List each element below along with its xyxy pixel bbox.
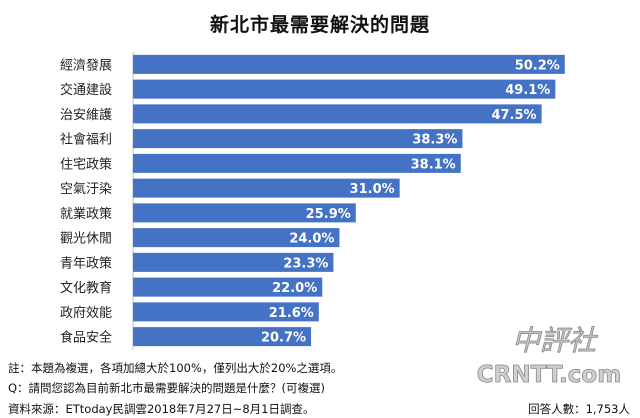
bar <box>133 129 463 149</box>
footnote-text: 註：本題為複選，各項加總大於100%，僅列出大於20%之選項。 <box>8 361 343 375</box>
bar-chart: 經濟發展 50.2% 交通建設 49.1% 治安維護 47.5% 社會福利 38.3% 住宅政策… <box>60 52 565 350</box>
chart-title: 新北市最需要解決的問題 <box>209 14 430 36</box>
category-label: 空氣汙染 <box>60 182 112 197</box>
value-label: 24.0% <box>289 232 334 247</box>
watermark-latin: CRNTT.com <box>477 362 621 388</box>
bar <box>133 203 356 223</box>
value-label: 47.5% <box>491 108 536 123</box>
value-label: 25.9% <box>306 207 351 222</box>
bar <box>133 228 340 248</box>
crntt-watermark-logo: 中評社 CRNTT.com <box>476 324 621 389</box>
bar <box>133 153 461 173</box>
category-label: 社會福利 <box>60 132 112 148</box>
value-label: 22.0% <box>272 281 317 296</box>
bar <box>133 252 334 272</box>
category-label: 就業政策 <box>60 206 112 222</box>
bar <box>133 327 312 347</box>
category-label: 治安維護 <box>60 107 112 123</box>
category-label: 交通建設 <box>60 82 112 98</box>
bar <box>133 302 319 322</box>
bar <box>133 104 542 124</box>
category-label: 觀光休閒 <box>60 232 112 247</box>
value-label: 23.3% <box>283 256 328 271</box>
value-label: 21.6% <box>269 306 314 321</box>
respondents-count: 回答人數：1,753人 <box>528 402 630 416</box>
source-text: 資料來源：ETtoday民調雲2018年7月27日~8月1日調查。 <box>8 402 315 416</box>
value-label: 38.1% <box>411 157 456 172</box>
category-label: 文化教育 <box>60 280 112 296</box>
category-label: 經濟發展 <box>60 57 112 73</box>
bar <box>133 54 565 74</box>
value-label: 49.1% <box>505 83 550 98</box>
value-label: 31.0% <box>350 182 395 197</box>
watermark-chinese: 中評社 <box>512 324 598 357</box>
bar <box>133 277 323 297</box>
bar <box>133 79 556 99</box>
question-text: Q：請問您認為目前新北市最需要解決的問題是什麼？(可複選) <box>8 381 326 395</box>
category-label: 食品安全 <box>60 330 112 346</box>
category-label: 政府效能 <box>60 306 112 321</box>
category-label: 青年政策 <box>60 255 112 271</box>
bar <box>133 178 400 198</box>
bars-group: 經濟發展 50.2% 交通建設 49.1% 治安維護 47.5% 社會福利 38.3% 住宅政策… <box>60 54 565 347</box>
category-label: 住宅政策 <box>60 156 112 172</box>
value-label: 20.7% <box>261 331 306 346</box>
value-label: 38.3% <box>412 133 457 148</box>
value-label: 50.2% <box>515 58 560 73</box>
